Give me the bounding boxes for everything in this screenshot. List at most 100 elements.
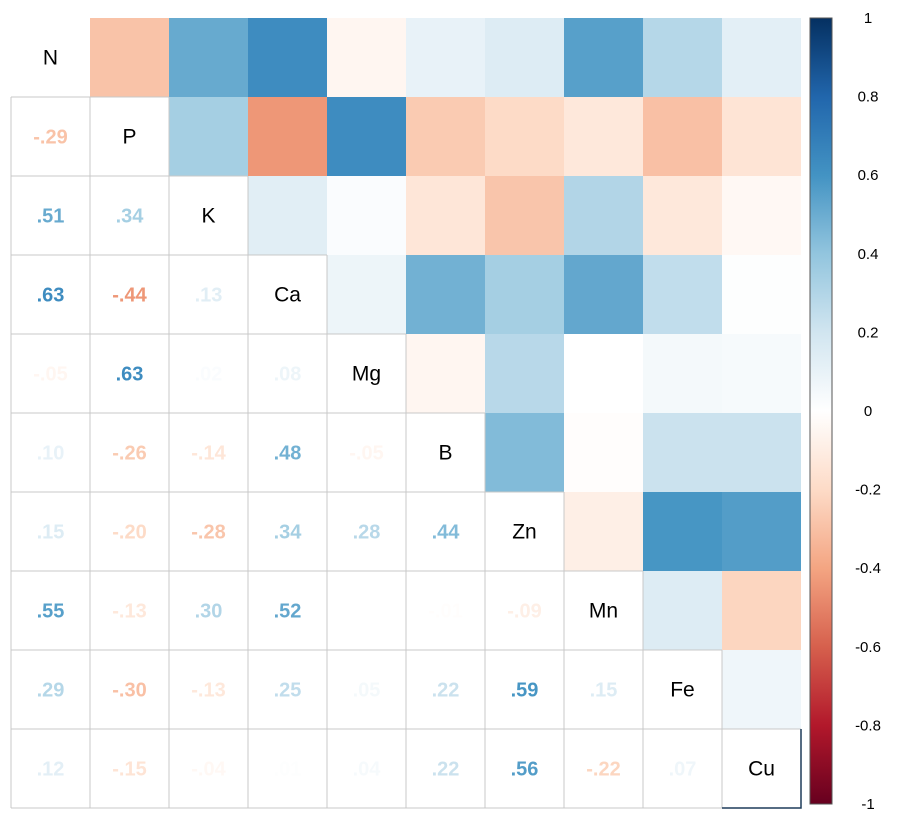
value-label-Cu-P: -.15 xyxy=(112,759,146,781)
heatmap-cell-Ca-Cu xyxy=(722,255,801,334)
value-label-B-N: .10 xyxy=(37,443,65,465)
value-label-Mn-B: -.01 xyxy=(428,601,462,623)
value-label-Ca-N: .63 xyxy=(37,285,65,307)
heatmap-cell-B-Fe xyxy=(643,413,722,492)
variable-label-Mn: Mn xyxy=(589,600,618,623)
cell-labels: N -.29 P .51 .34 K .63 -.44 .13 Ca -.05 .63 .02 .08 Mg… xyxy=(33,47,775,781)
heatmap-cell-Ca-B xyxy=(406,255,485,334)
heatmap-cell-Ca-Zn xyxy=(485,255,564,334)
heatmap-cell-Mg-Cu xyxy=(722,334,801,413)
heatmap-cell-N-P xyxy=(90,18,169,97)
heatmap-cell-Zn-Fe xyxy=(643,492,722,571)
value-label-Cu-Zn: .56 xyxy=(511,759,539,781)
value-label-Cu-Ca: .01 xyxy=(274,759,302,781)
variable-label-Zn: Zn xyxy=(512,521,537,544)
heatmap-cell-P-Mg xyxy=(327,97,406,176)
value-label-K-N: .51 xyxy=(37,206,65,228)
value-label-Fe-Zn: .59 xyxy=(511,680,539,702)
value-label-B-Mg: -.05 xyxy=(349,443,383,465)
heatmap-cell-Fe-Cu xyxy=(722,650,801,729)
heatmap-cell-N-Cu xyxy=(722,18,801,97)
heatmap-cell-Mg-Mn xyxy=(564,334,643,413)
heatmap-cell-Ca-Fe xyxy=(643,255,722,334)
value-label-Cu-N: .12 xyxy=(37,759,65,781)
value-label-Mg-Ca: .08 xyxy=(274,364,302,386)
heatmap-cell-Mg-Fe xyxy=(643,334,722,413)
grid-lines xyxy=(10,96,802,809)
value-label-Mn-Zn: -.09 xyxy=(507,601,541,623)
value-label-B-Ca: .48 xyxy=(274,443,302,465)
legend-tick-label: -0.2 xyxy=(855,482,881,499)
value-label-Cu-Fe: .07 xyxy=(669,759,697,781)
value-label-Mn-P: -.13 xyxy=(112,601,146,623)
value-label-Mn-K: .30 xyxy=(195,601,223,623)
variable-label-K: K xyxy=(201,205,215,228)
heatmap-cell-N-Fe xyxy=(643,18,722,97)
heatmap-cell-K-Mn xyxy=(564,176,643,255)
heatmap-cell-K-Fe xyxy=(643,176,722,255)
heatmap-cells xyxy=(90,18,801,729)
legend-tick-label: -1 xyxy=(861,796,874,813)
heatmap-cell-P-K xyxy=(169,97,248,176)
legend-tick-label: 0 xyxy=(864,403,872,420)
value-label-B-P: -.26 xyxy=(112,443,146,465)
heatmap-cell-Ca-Mg xyxy=(327,255,406,334)
value-label-Ca-P: -.44 xyxy=(112,285,147,307)
value-label-K-P: .34 xyxy=(116,206,145,228)
value-label-Fe-B: .22 xyxy=(432,680,460,702)
value-label-Ca-K: .13 xyxy=(195,285,223,307)
variable-label-N: N xyxy=(43,47,58,70)
color-legend-bar xyxy=(809,17,833,805)
heatmap-cell-Ca-Mn xyxy=(564,255,643,334)
corner-border xyxy=(722,729,802,809)
heatmap-cell-P-Ca xyxy=(248,97,327,176)
heatmap-cell-P-Zn xyxy=(485,97,564,176)
value-label-Mg-P: .63 xyxy=(116,364,144,386)
heatmap-cell-P-Mn xyxy=(564,97,643,176)
value-label-Cu-Mn: -.22 xyxy=(586,759,620,781)
heatmap-cell-Mn-Cu xyxy=(722,571,801,650)
heatmap-cell-B-Cu xyxy=(722,413,801,492)
legend-tick-label: 0.6 xyxy=(858,167,879,184)
value-label-Fe-P: -.30 xyxy=(112,680,146,702)
value-label-Mn-Mg: .00 xyxy=(353,601,381,623)
legend-tick-label: 0.4 xyxy=(858,246,879,263)
heatmap-cell-N-Mn xyxy=(564,18,643,97)
heatmap-cell-N-B xyxy=(406,18,485,97)
value-label-Mg-K: .02 xyxy=(195,364,223,386)
heatmap-cell-P-Cu xyxy=(722,97,801,176)
heatmap-cell-Mg-B xyxy=(406,334,485,413)
heatmap-cell-N-Mg xyxy=(327,18,406,97)
color-legend-ticks: 1 0.8 0.6 0.4 0.2 0 -0.2 -0.4 -0.6 -0.8 -1 xyxy=(855,10,881,813)
heatmap-cell-B-Mn xyxy=(564,413,643,492)
value-label-Zn-K: -.28 xyxy=(191,522,225,544)
legend-tick-label: 0.2 xyxy=(858,324,879,341)
value-label-Fe-Ca: .25 xyxy=(274,680,302,702)
heatmap-cell-B-Zn xyxy=(485,413,564,492)
value-label-Fe-N: .29 xyxy=(37,680,65,702)
heatmap-cell-N-K xyxy=(169,18,248,97)
value-label-Cu-B: .22 xyxy=(432,759,460,781)
heatmap-cell-Mn-Fe xyxy=(643,571,722,650)
heatmap-cell-K-Mg xyxy=(327,176,406,255)
variable-label-Mg: Mg xyxy=(352,363,381,386)
value-label-Mn-N: .55 xyxy=(37,601,65,623)
variable-label-B: B xyxy=(438,442,452,465)
heatmap-cell-N-Ca xyxy=(248,18,327,97)
value-label-Zn-P: -.20 xyxy=(112,522,146,544)
heatmap-cell-K-B xyxy=(406,176,485,255)
heatmap-cell-Zn-Cu xyxy=(722,492,801,571)
variable-label-Cu: Cu xyxy=(748,758,775,781)
variable-label-Ca: Ca xyxy=(274,284,301,307)
legend-tick-label: 1 xyxy=(864,10,872,27)
heatmap-cell-K-Ca xyxy=(248,176,327,255)
value-label-Fe-K: -.13 xyxy=(191,680,225,702)
legend-tick-label: 0.8 xyxy=(858,89,879,106)
legend-tick-label: -0.6 xyxy=(855,639,881,656)
heatmap-cell-K-Zn xyxy=(485,176,564,255)
heatmap-cell-P-Fe xyxy=(643,97,722,176)
value-label-Zn-Ca: .34 xyxy=(274,522,303,544)
heatmap-cell-Mg-Zn xyxy=(485,334,564,413)
variable-label-Fe: Fe xyxy=(670,679,695,702)
